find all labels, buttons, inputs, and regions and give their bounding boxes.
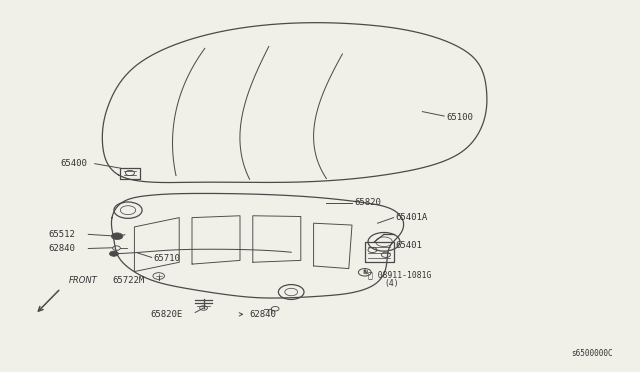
Text: 65512: 65512 [48,230,75,239]
Text: 65820E: 65820E [150,310,182,319]
Text: 65100: 65100 [447,113,474,122]
Text: 65820: 65820 [355,198,381,207]
Text: 65710: 65710 [154,254,180,263]
Circle shape [109,251,118,256]
Text: 65401: 65401 [396,241,422,250]
Text: 65722M: 65722M [112,276,144,285]
Text: ⓝ 08911-1081G: ⓝ 08911-1081G [368,271,431,280]
Circle shape [111,233,123,240]
Text: 65400: 65400 [61,159,88,168]
Text: 62840: 62840 [48,244,75,253]
Text: (4): (4) [384,279,399,288]
Text: FRONT: FRONT [68,276,97,285]
Text: N: N [362,270,367,275]
Text: 65401A: 65401A [396,213,428,222]
Text: s6500000C: s6500000C [572,349,613,358]
Text: 62840: 62840 [250,310,276,319]
